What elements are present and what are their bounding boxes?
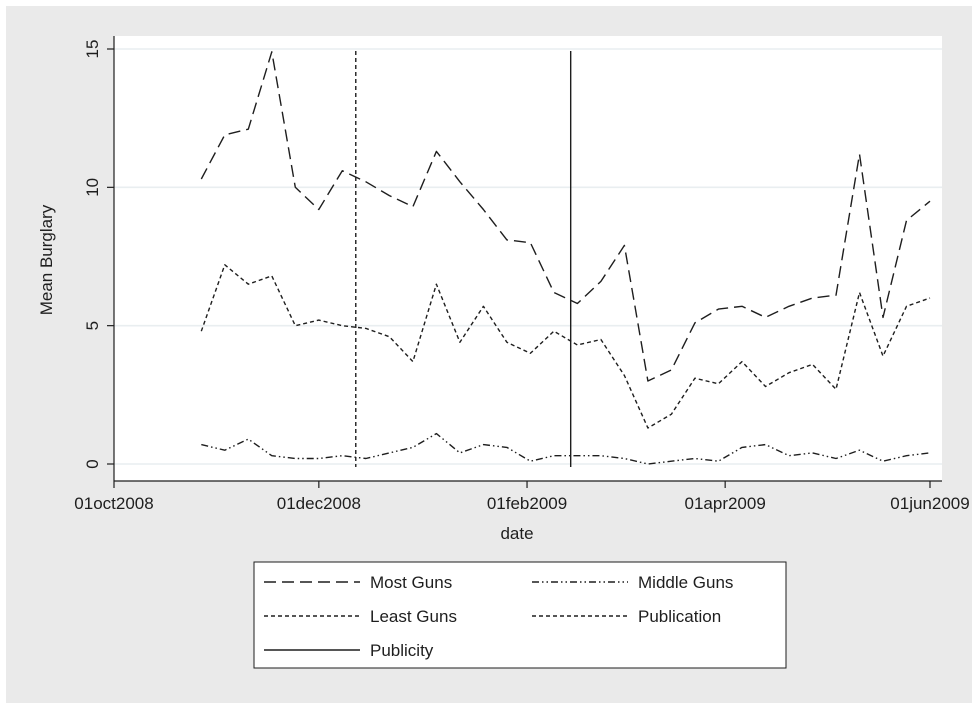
- y-tick-label: 10: [83, 178, 102, 197]
- y-tick-label: 0: [83, 459, 102, 468]
- chart-frame: 0 5 10 15 01oct2008 01dec2008 01feb2009 01apr2…: [6, 6, 972, 703]
- x-axis-title: date: [500, 524, 533, 543]
- legend-label: Publicity: [370, 641, 434, 660]
- y-ticks: 0 5 10 15: [83, 40, 114, 469]
- series-line-most-guns: [200, 51, 931, 382]
- y-tick-label: 5: [83, 321, 102, 330]
- legend-label: Publication: [638, 607, 721, 626]
- x-tick-label: 01jun2009: [890, 494, 969, 513]
- x-tick-label: 01oct2008: [74, 494, 153, 513]
- x-tick-label: 01feb2009: [487, 494, 567, 513]
- x-tick-label: 01apr2009: [685, 494, 766, 513]
- reference-lines: [355, 51, 572, 467]
- x-ticks: 01oct2008 01dec2008 01feb2009 01apr2009 01ju…: [74, 481, 970, 513]
- series-lines: [200, 51, 931, 465]
- legend-label: Least Guns: [370, 607, 457, 626]
- legend-label: Most Guns: [370, 573, 452, 592]
- y-axis-title: Mean Burglary: [37, 204, 56, 315]
- chart: 0 5 10 15 01oct2008 01dec2008 01feb2009 01apr2…: [37, 36, 970, 669]
- x-tick-label: 01dec2008: [277, 494, 361, 513]
- plot-area: [114, 36, 942, 481]
- legend: Most Guns Middle Guns Least Guns Publicatio…: [253, 561, 787, 669]
- grid-lines: [114, 48, 942, 465]
- y-tick-label: 15: [83, 40, 102, 59]
- series-line-middle-guns: [201, 432, 931, 465]
- series-line-least-guns: [200, 264, 931, 429]
- legend-label: Middle Guns: [638, 573, 733, 592]
- axes: [113, 36, 942, 482]
